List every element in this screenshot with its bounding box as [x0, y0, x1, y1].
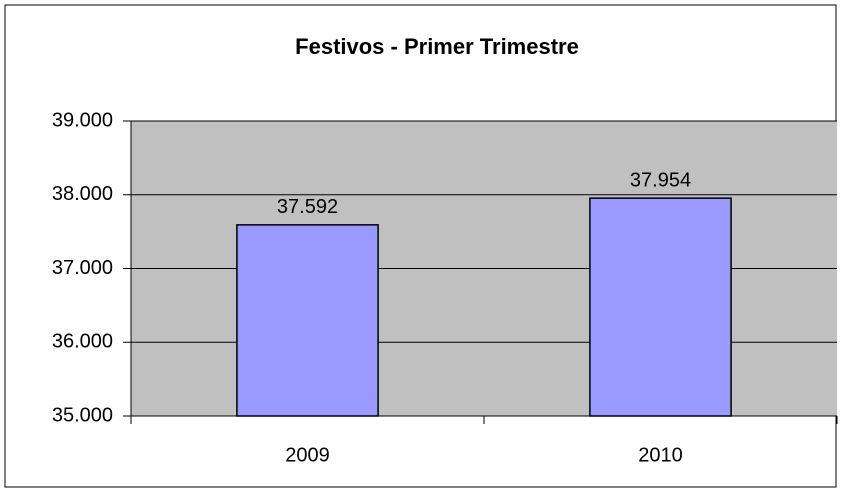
- value-label: 37.592: [277, 196, 338, 218]
- y-tick-label: 35.000: [52, 404, 113, 426]
- y-tick-label: 36.000: [52, 331, 113, 353]
- bar: [236, 224, 379, 417]
- x-tick-label: 2009: [285, 444, 330, 466]
- bar: [589, 197, 732, 417]
- x-tick-label: 2010: [638, 444, 683, 466]
- chart-title: Festivos - Primer Trimestre: [295, 34, 579, 59]
- y-tick-label: 38.000: [52, 183, 113, 205]
- y-tick-label: 39.000: [52, 109, 113, 131]
- y-tick-label: 37.000: [52, 257, 113, 279]
- value-label: 37.954: [630, 169, 691, 191]
